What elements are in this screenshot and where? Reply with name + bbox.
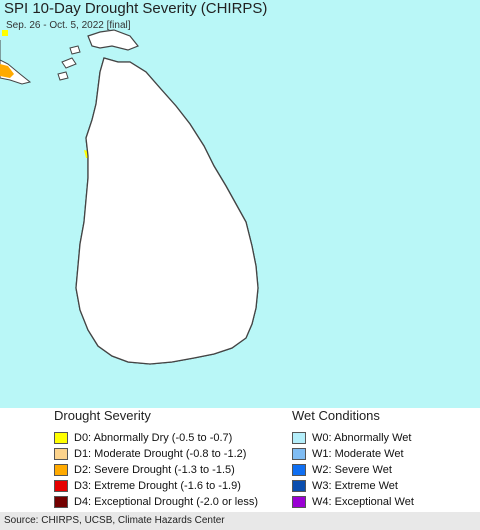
legend-label-d3: D3: Extreme Drought (-1.6 to -1.9): [74, 480, 241, 492]
swatch-d3: [54, 480, 68, 492]
legend-item-w2: W2: Severe Wet: [292, 462, 414, 478]
swatch-w0: [292, 432, 306, 444]
swatch-w4: [292, 496, 306, 508]
legend: Drought Severity D0: Abnormally Dry (-0.…: [0, 408, 480, 512]
legend-label-d4: D4: Exceptional Drought (-2.0 or less): [74, 496, 259, 508]
india-drought-patch: [0, 64, 14, 78]
legend-item-d2: D2: Severe Drought (-1.3 to -1.5): [54, 462, 258, 478]
legend-item-w3: W3: Extreme Wet: [292, 478, 414, 494]
map-subtitle: Sep. 26 - Oct. 5, 2022 [final]: [6, 20, 131, 31]
drought-legend-heading: Drought Severity: [54, 408, 151, 423]
swatch-d2: [54, 464, 68, 476]
swatch-d0: [54, 432, 68, 444]
legend-label-w1: W1: Moderate Wet: [312, 448, 404, 460]
legend-label-w4: W4: Exceptional Wet: [312, 496, 414, 508]
island: [57, 71, 69, 81]
swatch-w3: [292, 480, 306, 492]
jaffna-peninsula: [87, 29, 139, 51]
drought-legend: Drought Severity D0: Abnormally Dry (-0.…: [54, 408, 258, 510]
island: [61, 57, 77, 69]
legend-item-w4: W4: Exceptional Wet: [292, 494, 414, 510]
map-title: SPI 10-Day Drought Severity (CHIRPS): [4, 0, 268, 17]
legend-item-d4: D4: Exceptional Drought (-2.0 or less): [54, 494, 258, 510]
india-dry-patch: [2, 30, 8, 36]
legend-item-d0: D0: Abnormally Dry (-0.5 to -0.7): [54, 430, 258, 446]
legend-label-d0: D0: Abnormally Dry (-0.5 to -0.7): [74, 432, 233, 444]
swatch-w1: [292, 448, 306, 460]
swatch-d1: [54, 448, 68, 460]
legend-item-w0: W0: Abnormally Wet: [292, 430, 414, 446]
island: [69, 45, 81, 55]
legend-label-d2: D2: Severe Drought (-1.3 to -1.5): [74, 464, 235, 476]
legend-label-w3: W3: Extreme Wet: [312, 480, 398, 492]
swatch-d4: [54, 496, 68, 508]
source-footer: Source: CHIRPS, UCSB, Climate Hazards Ce…: [0, 512, 480, 530]
wet-legend-heading: Wet Conditions: [292, 408, 380, 423]
legend-item-w1: W1: Moderate Wet: [292, 446, 414, 462]
legend-item-d3: D3: Extreme Drought (-1.6 to -1.9): [54, 478, 258, 494]
legend-label-w0: W0: Abnormally Wet: [312, 432, 412, 444]
legend-label-w2: W2: Severe Wet: [312, 464, 392, 476]
legend-item-d1: D1: Moderate Drought (-0.8 to -1.2): [54, 446, 258, 462]
legend-label-d1: D1: Moderate Drought (-0.8 to -1.2): [74, 448, 247, 460]
swatch-w2: [292, 464, 306, 476]
drought-map: [0, 0, 480, 408]
wet-legend: Wet Conditions W0: Abnormally Wet W1: Mo…: [292, 408, 414, 510]
